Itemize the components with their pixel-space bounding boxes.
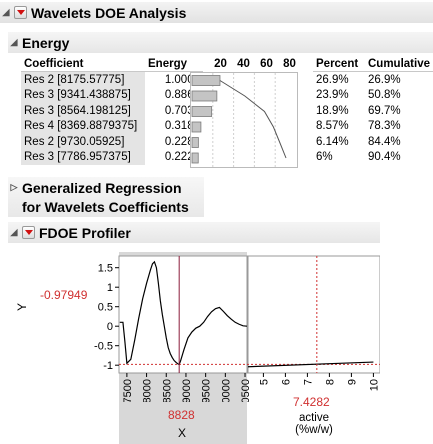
energy-bar (191, 137, 199, 148)
percent-cell: 8.57% (316, 120, 349, 133)
profiler-plots[interactable]: 1.5 1 0.5 0 -0.5 -1 7500 8000 8500 9000 9500 10000 1… (80, 252, 380, 402)
energy-bar-chart (190, 72, 298, 168)
table-row[interactable]: Res 3 [8564.198125] 0.7035 18.9% 69.7% (21, 103, 433, 119)
main-outline-header: ◢ Wavelets DOE Analysis (0, 2, 433, 23)
axis-tick-label: 20 (214, 57, 227, 70)
x-tick-label: 9000 (181, 379, 193, 402)
cumulative-cell: 50.8% (368, 89, 401, 102)
energy-bar (191, 90, 218, 102)
x-profile-curve (119, 260, 248, 366)
active-axis-label: active (%w/w) (294, 412, 334, 436)
cumulative-cell: 78.3% (368, 120, 401, 133)
coefficient-cell: Res 4 [8369.8879375] (21, 118, 145, 134)
energy-table: Coefficient Energy 20 40 60 80 Percent C… (21, 56, 433, 165)
y-tick-label: 0 (107, 321, 113, 333)
y-current-value: -0.97949 (40, 288, 88, 302)
active-panel-frame (247, 255, 380, 374)
active-tick-label: 8 (324, 379, 336, 385)
y-tick-label: 1.5 (98, 263, 113, 275)
coefficient-cell: Res 3 [9341.438875] (21, 87, 145, 103)
active-profile-curve (247, 361, 374, 368)
window-title: Wavelets DOE Analysis (31, 4, 187, 21)
active-tick-label: 7 (302, 379, 314, 385)
active-tick-label: 9 (346, 379, 358, 385)
active-current-value[interactable]: 7.4282 (293, 395, 330, 409)
x-axis-label: X (178, 426, 187, 440)
cumulative-cell: 26.9% (368, 73, 401, 86)
coefficient-cell: Res 3 [8564.198125] (21, 103, 145, 119)
y-tick-label: -1 (103, 360, 113, 372)
gen-regression-title-line2: for Wavelets Coefficients (22, 199, 189, 215)
cumulative-cell: 69.7% (368, 104, 401, 117)
y-axis-label: Y (15, 302, 30, 312)
cumulative-cell: 84.4% (368, 135, 401, 148)
energy-column-header: Energy (145, 56, 203, 72)
coefficient-column-header: Coefficient (21, 56, 145, 72)
energy-title: Energy (22, 34, 70, 51)
y-tick-label: -0.5 (94, 341, 113, 353)
y-tick-label: 0.5 (98, 302, 113, 314)
y-tick-label: 1 (107, 282, 113, 294)
active-tick-label: 5 (258, 379, 270, 385)
table-row[interactable]: Res 2 [9730.05925] 0.2280 6.14% 84.4% (21, 134, 433, 150)
profiler-outline-header: ◢ FDOE Profiler (8, 222, 380, 243)
coefficient-cell: Res 2 [9730.05925] (21, 134, 145, 150)
x-tick-label: 10500 (240, 379, 252, 402)
energy-outline-header: ◢ Energy (8, 32, 433, 53)
axis-tick-label: 80 (283, 57, 296, 70)
red-triangle-menu-icon[interactable] (14, 6, 27, 19)
percent-column-header: Percent (313, 56, 365, 72)
active-label-line1: active (298, 412, 330, 424)
red-triangle-menu-icon[interactable] (22, 226, 35, 239)
disclosure-open-icon[interactable]: ◢ (10, 227, 18, 237)
x-tick-label: 9500 (201, 379, 213, 402)
disclosure-closed-icon[interactable]: ▷ (10, 181, 18, 192)
coefficient-cell: Res 2 [8175.57775] (21, 71, 145, 88)
percent-cell: 23.9% (316, 89, 349, 102)
cumulative-cell: 90.4% (368, 151, 401, 164)
disclosure-open-icon[interactable]: ◢ (10, 37, 18, 47)
axis-tick-label: 40 (237, 57, 250, 70)
active-tick-label: 6 (280, 379, 292, 385)
energy-bar (191, 106, 213, 117)
active-label-line2: (%w/w) (295, 424, 333, 436)
table-row[interactable]: Res 3 [9341.438875] 0.8865 23.9% 50.8% (21, 87, 433, 103)
percent-cell: 18.9% (316, 104, 349, 117)
x-current-value[interactable]: 8828 (168, 408, 195, 422)
x-tick-label: 8000 (142, 379, 154, 402)
gen-regression-title-line1: Generalized Regression (22, 180, 182, 196)
percent-cell: 6% (316, 151, 333, 164)
disclosure-open-icon[interactable]: ◢ (2, 7, 10, 17)
profiler-title: FDOE Profiler (39, 224, 131, 241)
energy-bar (191, 152, 199, 164)
active-tick-label: 10 (368, 379, 380, 391)
energy-axis-header: 20 40 60 80 (203, 56, 313, 72)
gen-regression-outline-header: ▷ Generalized Regression for Wavelets Co… (8, 177, 204, 217)
percent-cell: 6.14% (316, 135, 349, 148)
axis-tick-label: 60 (260, 57, 273, 70)
cumulative-line (219, 80, 287, 159)
energy-bar (191, 75, 221, 86)
x-panel-frame (118, 255, 248, 374)
table-row[interactable]: Res 3 [7786.957375] 0.2227 6% 90.4% (21, 149, 433, 165)
coefficient-cell: Res 3 [7786.957375] (21, 149, 145, 165)
x-tick-label: 8500 (161, 379, 173, 402)
x-tick-label: 7500 (122, 379, 134, 402)
chart-frame (190, 72, 298, 168)
percent-cell: 26.9% (316, 73, 349, 86)
energy-bar (191, 121, 202, 133)
cumulative-column-header: Cumulative (365, 56, 433, 72)
x-tick-label: 10000 (220, 379, 232, 402)
